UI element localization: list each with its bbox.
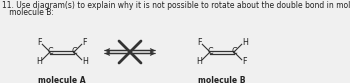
Text: F: F <box>37 38 42 47</box>
Text: H: H <box>82 57 88 66</box>
Text: C: C <box>71 47 77 57</box>
Text: molecule B: molecule B <box>198 76 246 83</box>
Text: 11. Use diagram(s) to explain why it is not possible to rotate about the double : 11. Use diagram(s) to explain why it is … <box>2 1 350 10</box>
Text: H: H <box>242 38 248 47</box>
Text: H: H <box>36 57 42 66</box>
Text: F: F <box>243 57 247 66</box>
Text: F: F <box>83 38 87 47</box>
Text: F: F <box>197 38 202 47</box>
Text: molecule B:: molecule B: <box>2 8 54 17</box>
Text: C: C <box>47 47 53 57</box>
Text: H: H <box>196 57 202 66</box>
Text: molecule A: molecule A <box>38 76 86 83</box>
Text: C: C <box>231 47 237 57</box>
Text: C: C <box>207 47 213 57</box>
